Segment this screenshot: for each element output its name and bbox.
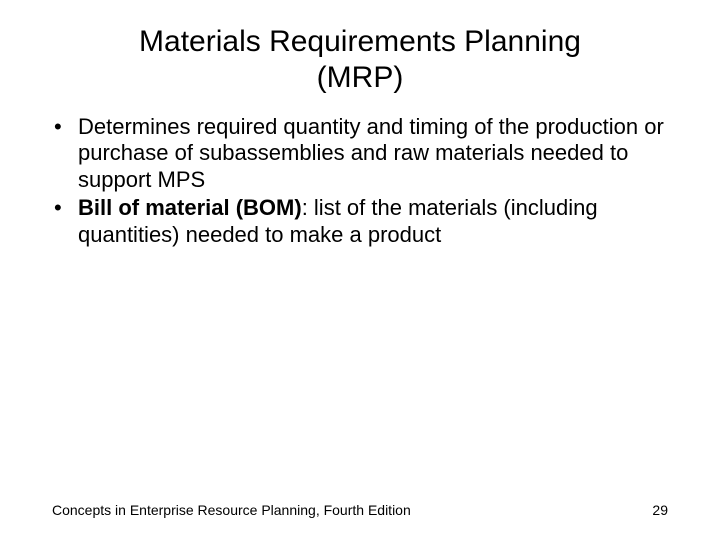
bullet-text-content: Determines required quantity and timing … — [78, 114, 664, 192]
bullet-item: • Determines required quantity and timin… — [52, 114, 668, 193]
slide-body: • Determines required quantity and timin… — [0, 114, 720, 248]
bullet-text: Bill of material (BOM): list of the mate… — [78, 195, 668, 248]
slide: Materials Requirements Planning (MRP) • … — [0, 0, 720, 540]
slide-footer: Concepts in Enterprise Resource Planning… — [52, 502, 668, 518]
title-line-2: (MRP) — [317, 61, 404, 94]
bullet-marker-icon: • — [52, 195, 78, 248]
bullet-bold-prefix: Bill of material (BOM) — [78, 195, 302, 220]
footer-text: Concepts in Enterprise Resource Planning… — [52, 502, 411, 518]
bullet-text: Determines required quantity and timing … — [78, 114, 668, 193]
bullet-marker-icon: • — [52, 114, 78, 193]
title-line-1: Materials Requirements Planning — [139, 25, 581, 58]
slide-title: Materials Requirements Planning (MRP) — [0, 0, 720, 114]
bullet-item: • Bill of material (BOM): list of the ma… — [52, 195, 668, 248]
page-number: 29 — [652, 502, 668, 518]
